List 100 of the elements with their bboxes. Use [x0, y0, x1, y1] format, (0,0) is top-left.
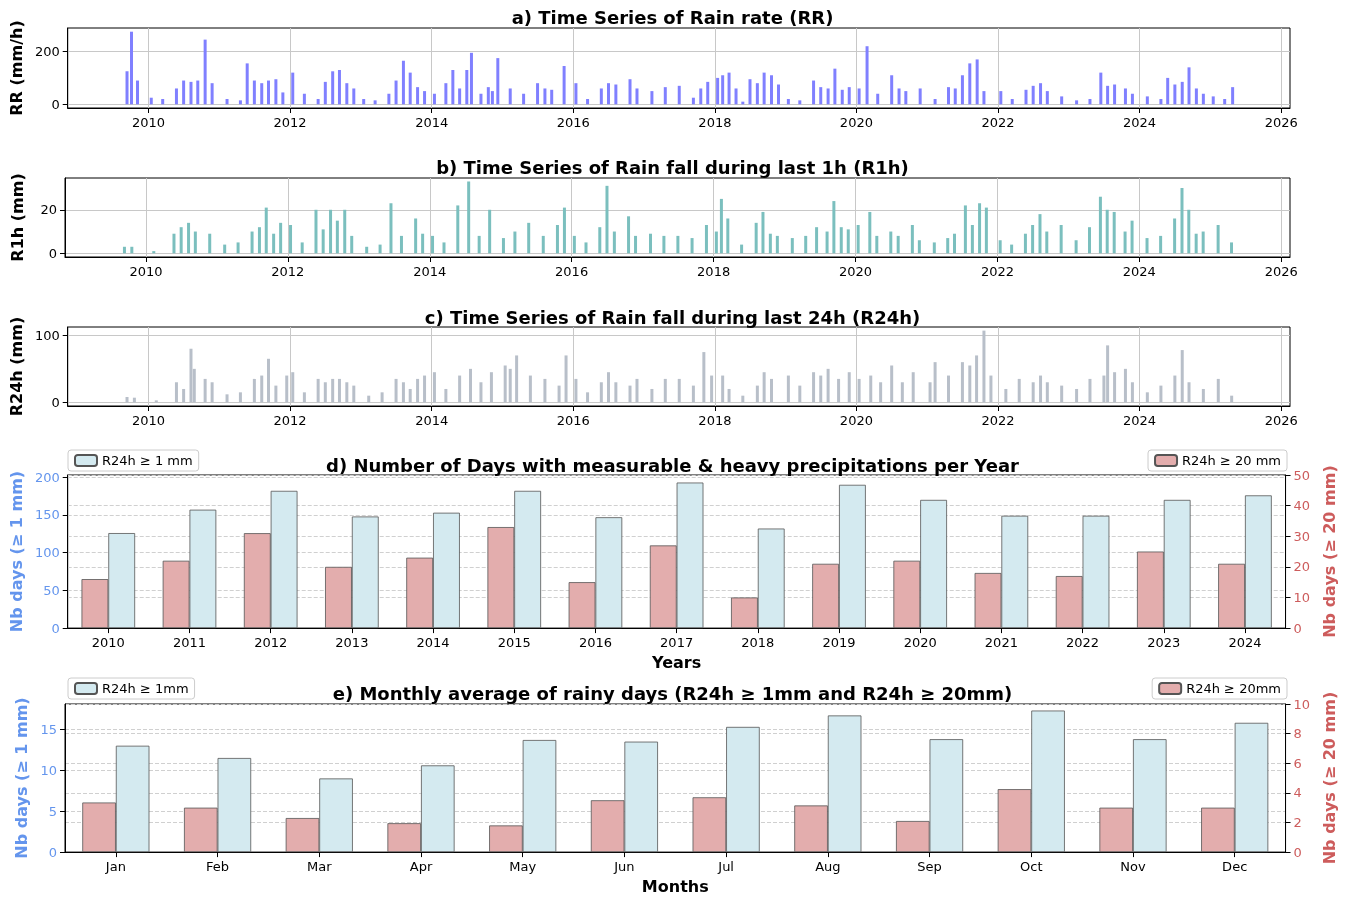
y2-tick-label: 50 [1293, 467, 1311, 483]
x-tick-label: 2014 [415, 115, 449, 130]
bar [203, 39, 207, 105]
bar [677, 85, 681, 105]
bar [1112, 211, 1116, 254]
bar [423, 91, 427, 105]
y-axis-title: Nb days (≥ 1 mm) [11, 697, 31, 859]
x-tick-label: May [509, 859, 537, 875]
x-tick-label: 2016 [555, 264, 589, 279]
bar [710, 375, 714, 403]
bar [503, 365, 507, 403]
bar [1098, 196, 1102, 254]
bar [1113, 84, 1117, 105]
bar [285, 375, 289, 403]
bar [130, 246, 134, 254]
x-tick-label: 2012 [273, 115, 307, 130]
bar [812, 80, 816, 105]
bar [1201, 231, 1205, 254]
bar [555, 225, 559, 254]
bar [599, 88, 603, 105]
bar [496, 58, 500, 105]
bar [825, 231, 829, 254]
bar [635, 378, 639, 403]
bar [401, 60, 405, 105]
bar [755, 385, 759, 403]
bar [316, 378, 320, 403]
bar [1024, 89, 1028, 105]
bar [350, 235, 354, 254]
bar [444, 83, 448, 105]
bar [501, 238, 505, 254]
bar [387, 93, 391, 105]
bar [911, 372, 915, 403]
bar [1145, 238, 1149, 254]
x-tick-label: 2014 [415, 413, 449, 428]
x-axis-title: Years [651, 652, 702, 672]
x-tick-label: 2026 [1264, 115, 1298, 130]
bar [716, 77, 720, 105]
bar [1216, 225, 1220, 254]
bar [302, 93, 306, 105]
bar [1211, 96, 1215, 105]
bar [572, 235, 576, 254]
chart-title: e) Monthly average of rainy days (R24h ≥ 1mm and R24h ≥ 20mm) [332, 682, 1013, 704]
bar [250, 231, 254, 254]
bar [1074, 240, 1078, 254]
bar [129, 31, 133, 105]
bar [329, 209, 333, 254]
bar [953, 88, 957, 105]
x-tick-label: 2016 [556, 115, 590, 130]
legend-label: R24h ≥ 1mm [102, 681, 189, 696]
x-tick-label: 2016 [578, 635, 612, 651]
bar [832, 201, 836, 254]
chart-title: d) Number of Days with measurable & heavy precipitations per Year [326, 454, 1020, 476]
bar [1031, 225, 1035, 254]
bar [663, 87, 667, 105]
bar [598, 227, 602, 254]
bar [335, 220, 339, 254]
bar [897, 88, 901, 105]
bar [614, 382, 618, 403]
bar [1004, 388, 1008, 403]
x-tick-label: 2024 [1122, 264, 1156, 279]
bar [345, 83, 349, 105]
bar [1187, 382, 1191, 403]
bar [1180, 350, 1184, 403]
bar [331, 378, 335, 403]
x-tick-label: 2020 [839, 115, 873, 130]
bar [968, 365, 972, 403]
bar [837, 378, 841, 403]
bar [706, 81, 710, 105]
bar [208, 233, 212, 254]
bar [1045, 382, 1049, 403]
y-tick-label: 0 [48, 245, 57, 261]
bar [1230, 395, 1234, 403]
bar [154, 400, 158, 403]
bar [1039, 83, 1043, 105]
bar [1123, 88, 1127, 105]
y2-axis-title: Nb days (≥ 20 mm) [1319, 691, 1339, 865]
bar [933, 362, 937, 403]
bar [1159, 235, 1163, 254]
bar [174, 88, 178, 105]
bar [826, 368, 830, 403]
bar [1106, 345, 1110, 403]
bar [161, 99, 165, 105]
bar [468, 368, 472, 403]
bar [1173, 375, 1177, 403]
x-tick-label: Jun [613, 859, 635, 875]
bar [963, 205, 967, 254]
bar [408, 388, 412, 403]
bar [574, 378, 578, 403]
bar [508, 368, 512, 403]
bar [677, 378, 681, 403]
bar [469, 52, 473, 105]
y-tick-label: 20 [40, 202, 57, 218]
bar [291, 372, 295, 403]
bar [245, 63, 249, 105]
bar [300, 242, 304, 254]
bar [1105, 209, 1109, 254]
bar [928, 382, 932, 403]
x-tick-label: 2011 [172, 635, 207, 651]
bar [279, 222, 283, 254]
bar [762, 72, 766, 105]
